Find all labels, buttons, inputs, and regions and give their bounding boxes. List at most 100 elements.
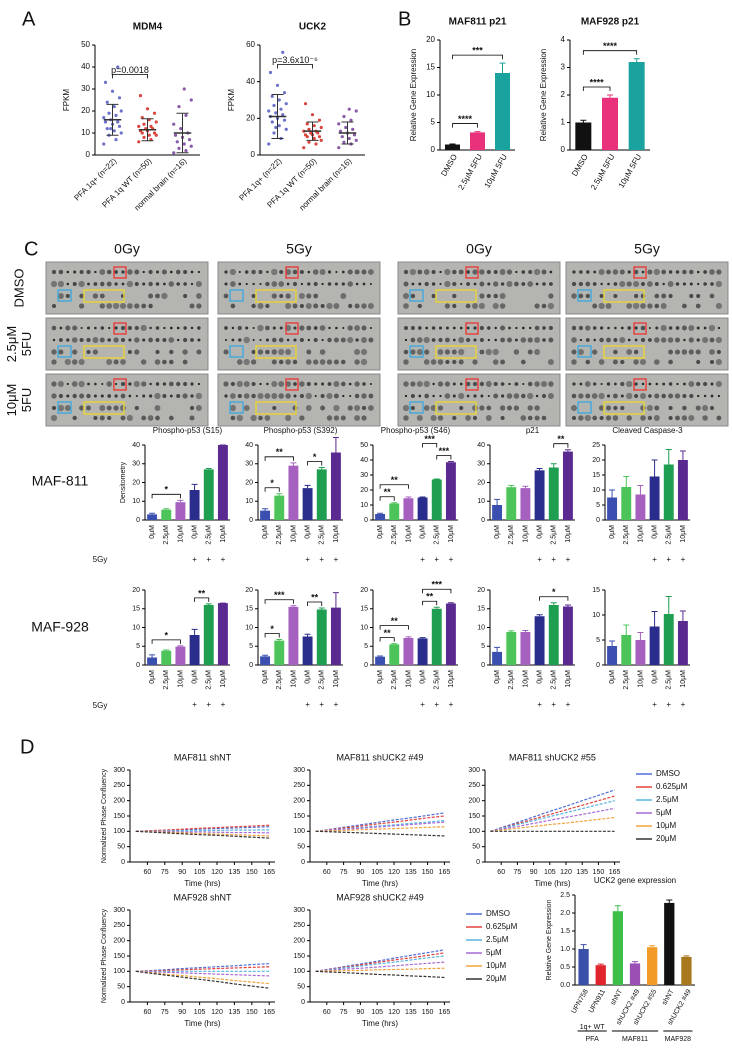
blot-spot — [493, 281, 499, 287]
sd-bar — [306, 121, 319, 141]
bar — [189, 635, 200, 665]
bar — [316, 469, 327, 520]
data-point — [152, 131, 157, 135]
treatment-mark: + — [537, 700, 542, 709]
blot-spot — [452, 394, 456, 398]
error-bar — [623, 476, 630, 487]
blot-spot — [640, 337, 646, 343]
blot-spot — [639, 358, 647, 366]
blot-spot — [147, 415, 154, 421]
blot-spot — [571, 359, 577, 365]
y-tick-label: 5 — [596, 637, 600, 644]
blot-spot — [286, 282, 290, 286]
blot-spot — [404, 394, 408, 398]
error-bar — [318, 607, 325, 610]
blot-spot — [320, 303, 325, 309]
x-tick-label: 10μM 5FU — [617, 152, 644, 189]
blot-spot — [259, 338, 262, 342]
blot-spot — [78, 380, 85, 388]
blot-spot — [710, 282, 714, 286]
error-bar — [536, 614, 543, 617]
x-tick-label: 10μM — [177, 525, 184, 543]
treatment-mark: + — [319, 555, 324, 564]
sig-bracket — [582, 50, 638, 55]
chart-title: Cleaved Caspase-3 — [612, 426, 683, 435]
blot-spot — [599, 293, 604, 299]
y-tick-label: 0.5 — [560, 964, 570, 971]
blot-box — [83, 401, 125, 415]
blot-spot — [682, 382, 686, 386]
sig-bracket — [307, 461, 323, 466]
data-point — [267, 142, 271, 146]
panel-label: C — [24, 238, 38, 260]
blot-spot — [59, 326, 63, 330]
blot-spot — [148, 303, 153, 309]
sig-bracket — [452, 54, 503, 60]
y-axis-label: FPKM — [227, 89, 236, 112]
blot-spot — [236, 414, 243, 422]
blot-spot — [148, 337, 153, 343]
blot-spot — [585, 281, 591, 287]
y-tick-label: 40 — [132, 442, 140, 449]
blot-spot — [94, 382, 97, 386]
blot-spot — [285, 414, 292, 422]
y-tick-label: 250 — [113, 782, 125, 789]
blot-spot — [79, 337, 84, 343]
y-tick-label: 20 — [477, 587, 485, 594]
x-tick-label: 75 — [161, 1009, 169, 1016]
y-tick-label: 5 — [136, 643, 140, 650]
blot-spot — [279, 326, 283, 330]
x-tick-label: 0μM — [419, 670, 426, 684]
blot-spot — [65, 325, 71, 331]
blot-spot — [238, 282, 242, 286]
chart-title: MAF928 shUCK2 #49 — [336, 892, 424, 902]
data-point — [352, 133, 357, 137]
error-bar — [276, 639, 283, 641]
y-tick-label: 0 — [364, 517, 368, 524]
error-bar — [449, 143, 456, 145]
blot-spot — [716, 269, 722, 275]
sig-label: ** — [384, 628, 392, 638]
blot-spot — [403, 293, 409, 299]
blot-spot — [485, 381, 492, 387]
blot-spot — [189, 303, 195, 309]
blot-spot — [237, 325, 242, 331]
blot-spot — [473, 394, 477, 398]
blot-spot — [78, 303, 85, 309]
bar — [492, 505, 503, 520]
blot-spot — [709, 359, 715, 365]
series-line — [135, 829, 270, 832]
y-tick-label: 200 — [293, 938, 305, 945]
blot-spot — [492, 359, 499, 365]
blot-spot — [675, 270, 680, 274]
blot-box — [229, 401, 244, 414]
blot-spot — [600, 382, 603, 386]
bar — [316, 609, 327, 665]
sig-label: ** — [557, 434, 565, 444]
blot-spot — [444, 349, 450, 355]
blot-spot — [121, 270, 125, 274]
blot-spot — [223, 349, 229, 355]
blot-spot — [58, 338, 63, 342]
chart-title: MAF928 shNT — [173, 892, 232, 902]
blot-spot — [162, 337, 167, 343]
sig-bracket — [582, 86, 611, 91]
y-tick-label: 250 — [293, 782, 305, 789]
data-point — [317, 135, 322, 139]
data-point — [270, 120, 274, 124]
sig-label: * — [313, 452, 317, 462]
x-tick-label: 2.5μM — [206, 525, 213, 545]
blot-spot — [340, 337, 346, 343]
y-tick-label: 0 — [481, 517, 485, 524]
blot-spot — [271, 393, 278, 399]
y-tick-label: 40 — [81, 62, 90, 71]
error-bar — [632, 961, 638, 964]
sig-label: *** — [424, 434, 435, 444]
blot-spot — [189, 415, 195, 421]
blot-spot — [403, 415, 409, 421]
blot-spot — [106, 359, 113, 365]
blot-spot — [633, 269, 639, 275]
y-tick-label: 200 — [113, 798, 125, 805]
blot-spot — [571, 325, 577, 331]
